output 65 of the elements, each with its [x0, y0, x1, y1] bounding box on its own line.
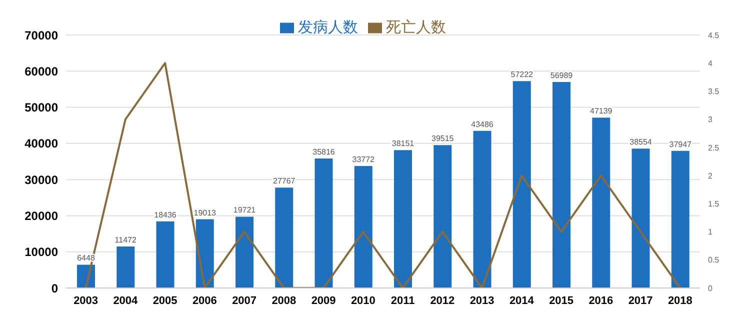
y2-tick-label: 4 [708, 58, 713, 68]
y-tick-label: 50000 [24, 100, 58, 115]
x-tick-label: 2014 [509, 294, 535, 307]
bar [671, 150, 690, 288]
bar [552, 82, 570, 288]
data-label: 57222 [510, 70, 534, 80]
y2-tick-label: 2.5 [708, 143, 720, 152]
y-tick-label: 10000 [24, 245, 58, 260]
data-label: 38151 [392, 139, 415, 148]
x-tick-label: 2008 [272, 294, 296, 307]
bar [632, 148, 650, 288]
bar [592, 118, 610, 288]
data-label: 18436 [154, 210, 177, 220]
y2-tick-label: 3 [708, 115, 713, 124]
x-tick-label: 2009 [311, 294, 336, 307]
data-label: 38554 [630, 138, 652, 147]
y2-tick-label: 2 [708, 171, 713, 180]
data-label: 56989 [550, 71, 574, 80]
y-tick-label: 0 [51, 281, 58, 296]
bar [236, 216, 254, 288]
y-tick-label: 40000 [24, 136, 58, 151]
bar [434, 145, 452, 288]
y2-tick-label: 4.5 [708, 30, 720, 40]
y-tick-label: 70000 [24, 28, 58, 42]
y2-tick-label: 0 [708, 284, 713, 293]
x-tick-label: 2011 [390, 294, 415, 307]
x-tick-label: 2006 [192, 294, 217, 307]
data-label: 35816 [312, 148, 336, 157]
x-tick-label: 2004 [113, 294, 139, 307]
x-tick-label: 2017 [628, 294, 653, 307]
x-tick-label: 2016 [588, 294, 614, 307]
y-tick-label: 20000 [24, 208, 58, 223]
x-tick-label: 2005 [152, 294, 178, 307]
bar [354, 166, 372, 288]
y-tick-label: 30000 [24, 172, 58, 187]
bar [156, 221, 174, 288]
y2-tick-label: 3.5 [708, 87, 720, 96]
data-label: 43486 [471, 120, 494, 129]
x-tick-label: 2010 [350, 294, 376, 307]
x-tick-label: 2003 [74, 294, 98, 307]
bar [394, 150, 412, 288]
bar [473, 130, 492, 288]
data-label: 11472 [114, 236, 137, 245]
bar [314, 158, 333, 288]
legend-label: 死亡人数 [386, 19, 446, 36]
bar [512, 81, 531, 288]
data-label: 19721 [233, 206, 256, 215]
data-label: 27767 [273, 176, 296, 186]
y2-tick-label: 1.5 [708, 200, 720, 209]
x-tick-label: 2013 [470, 294, 494, 307]
legend-label: 发病人数 [298, 19, 358, 36]
bar [275, 188, 294, 288]
data-label: 39515 [432, 134, 454, 144]
data-label: 37947 [669, 140, 692, 149]
y2-tick-label: 0.5 [708, 256, 720, 265]
x-tick-label: 2012 [430, 294, 455, 307]
y-tick-label: 60000 [24, 64, 58, 78]
bar [116, 246, 135, 288]
x-tick-label: 2007 [232, 294, 257, 307]
data-label: 19013 [194, 208, 217, 218]
y2-tick-label: 1 [708, 228, 713, 237]
data-label: 47139 [590, 106, 613, 116]
x-tick-label: 2018 [668, 294, 692, 307]
data-label: 33772 [352, 154, 376, 164]
x-tick-label: 2015 [549, 294, 574, 307]
